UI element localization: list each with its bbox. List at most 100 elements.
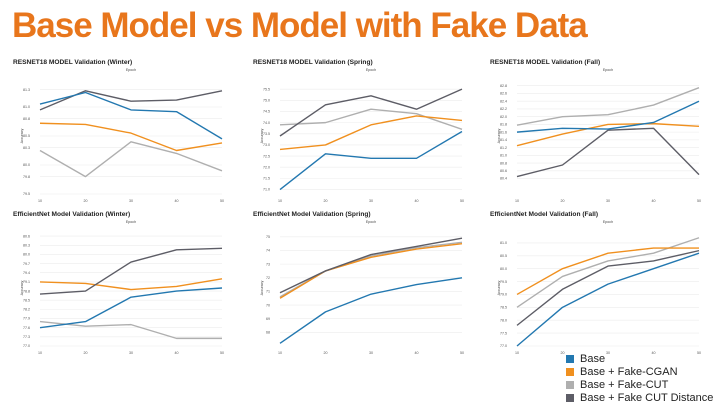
x-tick-label: 20	[324, 351, 328, 355]
y-axis-label: Accuracy	[20, 128, 24, 143]
y-tick-label: 78.5	[23, 298, 30, 302]
x-tick-label: 30	[369, 351, 373, 355]
series-line	[279, 108, 463, 130]
series-line	[279, 115, 463, 151]
y-tick-label: 80.3	[23, 243, 30, 247]
chart-title: EfficientNet Model Validation (Winter)	[13, 211, 130, 218]
x-tick-label: 30	[129, 351, 133, 355]
x-tick-label: 10	[38, 199, 42, 203]
legend-label: Base	[580, 352, 606, 365]
y-tick-label: 80.0	[23, 163, 30, 167]
x-tick-label: 50	[697, 199, 701, 203]
legend-item-fake-cut: Base + Fake-CUT	[566, 378, 713, 391]
x-tick-label: 40	[652, 199, 656, 203]
chart-title: RESNET18 MODEL Validation (Winter)	[13, 59, 132, 66]
y-tick-label: 79.4	[23, 271, 30, 275]
legend-swatch	[566, 380, 574, 389]
chart-resnet18-winter: RESNET18 MODEL Validation (Winter) Epoch A…	[13, 59, 224, 203]
legend-label: Base + Fake-CGAN	[580, 365, 678, 378]
y-tick-label: 73.5	[263, 132, 270, 136]
y-axis-label: Accuracy	[497, 128, 501, 143]
y-tick-label: 69	[266, 317, 270, 321]
series-line	[516, 100, 700, 133]
y-tick-label: 80.6	[500, 169, 507, 173]
y-tick-label: 74.5	[263, 110, 270, 114]
x-tick-label: 50	[220, 351, 224, 355]
y-axis-label: Accuracy	[260, 128, 264, 143]
x-axis-label: Epoch	[126, 220, 136, 224]
y-tick-label: 72.0	[263, 165, 270, 169]
series-line	[516, 87, 700, 126]
y-tick-label: 80.5	[500, 254, 507, 258]
y-tick-label: 75	[266, 235, 270, 239]
legend-label: Base + Fake-CUT	[580, 378, 669, 391]
x-tick-label: 10	[515, 199, 519, 203]
x-axis-label: Epoch	[126, 68, 136, 72]
x-tick-label: 20	[324, 199, 328, 203]
series-line	[516, 127, 700, 178]
x-tick-label: 20	[84, 199, 88, 203]
x-tick-label: 40	[175, 199, 179, 203]
y-tick-label: 82.8	[500, 84, 507, 88]
y-tick-label: 81.8	[500, 123, 507, 127]
y-tick-label: 81.3	[23, 88, 30, 92]
y-tick-label: 71	[266, 290, 270, 294]
x-tick-label: 30	[369, 199, 373, 203]
y-tick-label: 80.0	[23, 253, 30, 257]
series-line	[279, 88, 463, 137]
y-tick-label: 74	[266, 249, 270, 253]
y-tick-label: 80.6	[23, 234, 30, 238]
y-tick-label: 81.4	[500, 138, 507, 142]
y-tick-label: 71.5	[263, 177, 270, 181]
y-tick-label: 77.0	[500, 344, 507, 348]
y-tick-label: 79.8	[23, 175, 30, 179]
series-line	[39, 320, 222, 340]
legend-label: Base + Fake CUT Distance	[580, 391, 714, 404]
y-tick-label: 72	[266, 276, 270, 280]
x-tick-label: 10	[278, 351, 282, 355]
y-tick-label: 71.0	[263, 188, 270, 192]
legend-swatch	[566, 393, 574, 402]
chart-efficientnet-fall: EfficientNet Model Validation (Fall) Epoc…	[490, 211, 701, 355]
y-tick-label: 82.2	[500, 107, 507, 111]
y-axis-label: Accuracy	[20, 280, 24, 295]
chart-title: RESNET18 MODEL Validation (Fall)	[490, 59, 600, 66]
y-tick-label: 82.6	[500, 92, 507, 96]
legend-item-fake-cgan: Base + Fake-CGAN	[566, 365, 713, 378]
legend-item-base: Base	[566, 352, 713, 365]
y-tick-label: 79.1	[23, 280, 30, 284]
y-tick-label: 79.0	[500, 293, 507, 297]
x-tick-label: 10	[278, 199, 282, 203]
series-line	[39, 90, 223, 111]
legend: Base Base + Fake-CGAN Base + Fake-CUT Ba…	[566, 352, 713, 404]
chart-title: EfficientNet Model Validation (Fall)	[490, 211, 598, 218]
chart-resnet18-fall: RESNET18 MODEL Validation (Fall)Epoch Acc…	[490, 59, 701, 203]
x-tick-label: 40	[415, 351, 419, 355]
y-tick-label: 78.5	[500, 306, 507, 310]
y-tick-label: 81.0	[500, 154, 507, 158]
y-tick-label: 82.4	[500, 99, 507, 103]
chart-efficientnet-winter: EfficientNet Model Validation (Winter) Ep…	[13, 211, 224, 355]
series-line	[516, 247, 699, 296]
x-axis-label: Epoch	[366, 68, 376, 72]
y-tick-label: 77.9	[23, 317, 30, 321]
x-tick-label: 40	[652, 351, 656, 355]
y-tick-label: 79.7	[23, 262, 30, 266]
y-tick-label: 78.8	[23, 289, 30, 293]
series-line	[279, 277, 463, 344]
y-tick-label: 72.5	[263, 154, 270, 158]
y-tick-label: 77.3	[23, 335, 30, 339]
y-tick-label: 80.3	[23, 146, 30, 150]
chart-resnet18-spring: RESNET18 MODEL Validation (Spring) Epoch A…	[253, 59, 464, 203]
y-tick-label: 77.5	[500, 331, 507, 335]
chart-efficientnet-spring: EfficientNet Model Validation (Spring) Ep…	[253, 211, 464, 355]
series-line	[516, 122, 700, 147]
y-tick-label: 80.8	[500, 161, 507, 165]
y-tick-label: 77.0	[23, 344, 30, 348]
chart-title: EfficientNet Model Validation (Spring)	[253, 211, 371, 218]
x-tick-label: 50	[460, 351, 464, 355]
x-axis-label: Epoch	[366, 220, 376, 224]
series-line	[279, 242, 463, 299]
y-tick-label: 82.0	[500, 115, 507, 119]
y-tick-label: 73	[266, 262, 270, 266]
